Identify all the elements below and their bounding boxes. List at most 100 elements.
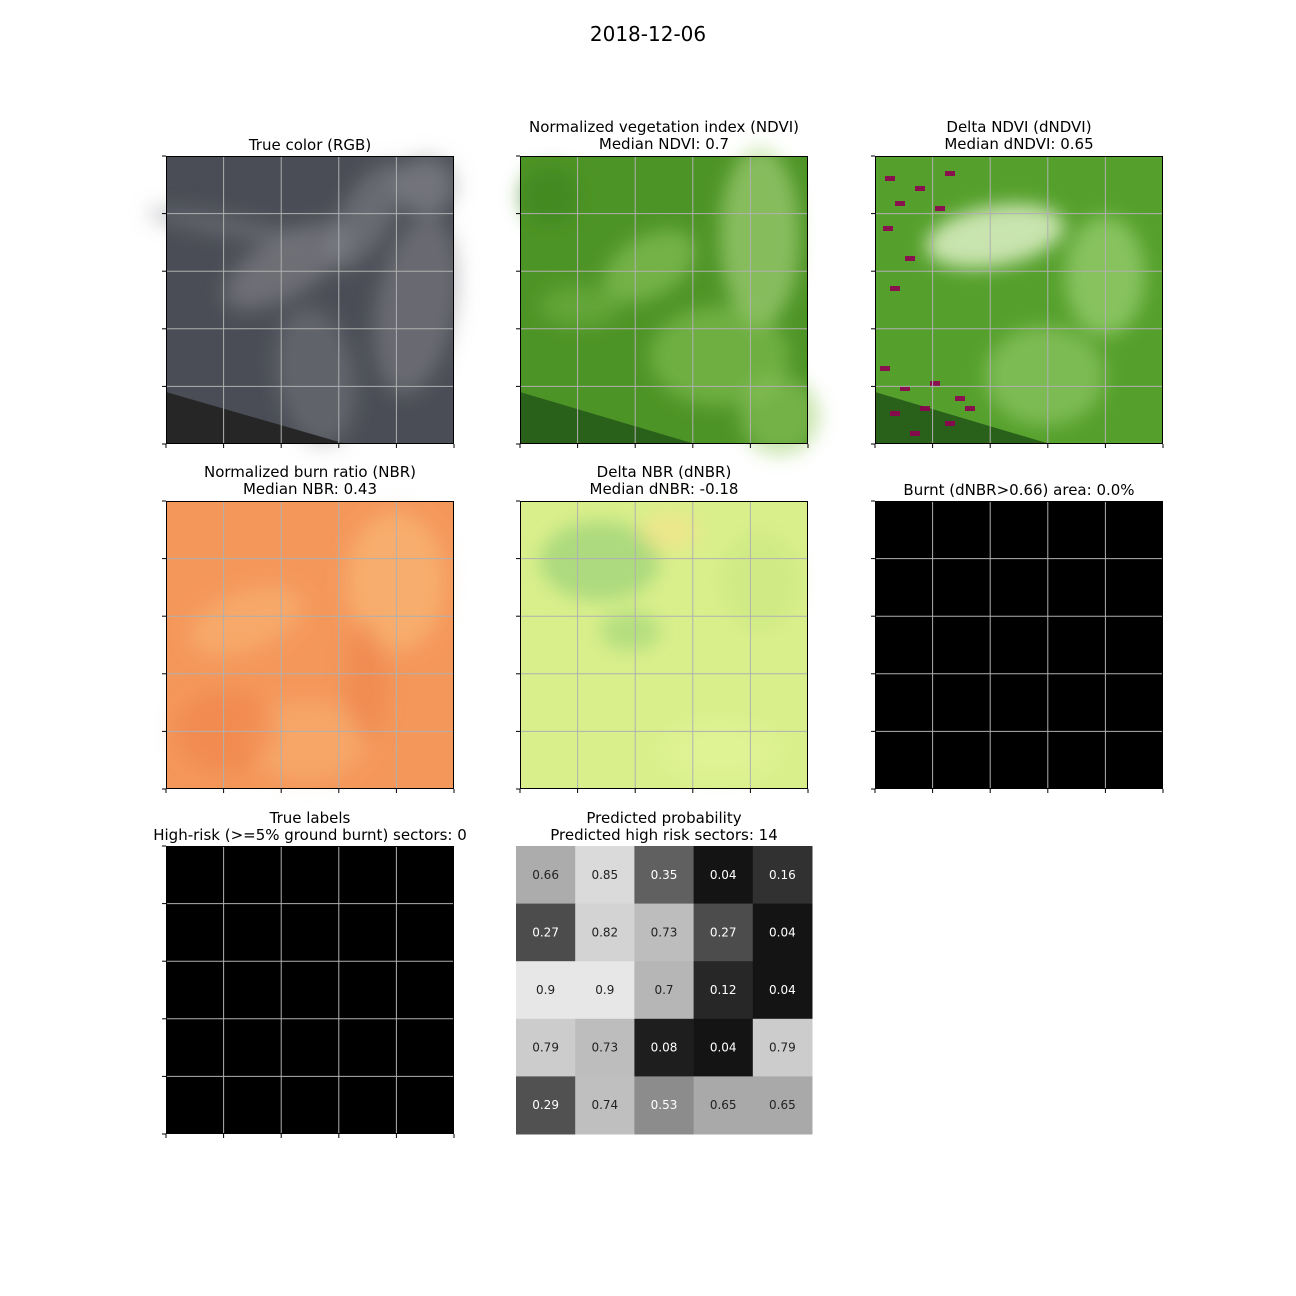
burn-speckles: [880, 171, 975, 436]
heatmap-cell: [693, 1076, 754, 1135]
heatmap-cell: [575, 1018, 635, 1077]
cell-value-label: 0.53: [651, 1098, 678, 1112]
cell-value-label: 0.04: [769, 983, 796, 997]
axes-frame: [875, 156, 1163, 444]
cell-value-label: 0.73: [651, 925, 678, 939]
heatmap-cell: [634, 1018, 695, 1077]
title-line: Predicted probability: [586, 809, 742, 827]
title-line: True labels: [269, 809, 351, 827]
figure-title: 2018-12-06: [589, 22, 707, 46]
title-line: Delta NDVI (dNDVI): [946, 118, 1092, 136]
title-line: Median NBR: 0.43: [242, 480, 378, 498]
cell-value-label: 0.82: [591, 925, 618, 939]
dndvi-image-panel: [871, 155, 1164, 448]
texture-blob: [640, 511, 700, 551]
heatmap-cell: [634, 961, 695, 1020]
cell-value-label: 0.04: [710, 868, 737, 882]
axes-frame: [520, 156, 808, 444]
title-line: Burnt (dNBR>0.66) area: 0.0%: [903, 481, 1135, 499]
heatmap-cell: [575, 1076, 635, 1135]
cell-value-label: 0.29: [532, 1098, 559, 1112]
axes-frame: [166, 501, 454, 789]
panel-title-nbr: Normalized burn ratio (NBR) Median NBR: …: [136, 464, 484, 498]
title-line: Median dNBR: -0.18: [589, 480, 739, 498]
burn-pixel: [920, 406, 930, 411]
burnt-image-panel: [871, 500, 1164, 793]
cell-value-label: 0.65: [769, 1098, 796, 1112]
cell-value-label: 0.7: [654, 983, 673, 997]
burn-pixel: [955, 396, 965, 401]
texture-blob: [604, 229, 696, 303]
burn-pixel: [880, 366, 890, 371]
cell-value-label: 0.35: [651, 868, 678, 882]
heatmap-cell: [516, 1018, 576, 1077]
heatmap-cell: [752, 1018, 813, 1077]
heatmap-cell: [634, 903, 695, 962]
cell-value-label: 0.65: [710, 1098, 737, 1112]
heatmap-cell: [752, 903, 813, 962]
dnbr-image-panel: [516, 500, 809, 793]
cell-value-label: 0.04: [710, 1041, 737, 1055]
heatmap-cell: [752, 1076, 813, 1135]
cell-value-label: 0.73: [591, 1041, 618, 1055]
nbr-image-panel: [162, 500, 455, 793]
title-line: Normalized burn ratio (NBR): [203, 463, 417, 481]
texture-blob: [600, 611, 660, 651]
texture-blob: [660, 721, 780, 781]
cell-value-label: 0.9: [595, 983, 614, 997]
texture-blob: [540, 286, 620, 326]
texture-blob: [373, 217, 459, 395]
heatmap-cell: [575, 846, 635, 905]
heatmap-cells: 0.66 0.85 0.35 0.04 0.16 0.27 0.82 0.73 0.27 0.04…: [516, 846, 813, 1135]
burn-pixel: [935, 206, 945, 211]
nodata-region: [520, 392, 695, 444]
heatmap-cell: [693, 961, 754, 1020]
rgb-image-panel: [147, 155, 459, 448]
cell-value-label: 0.27: [532, 925, 559, 939]
labels-image-panel: [162, 845, 455, 1138]
panel-title-burnt: Burnt (dNBR>0.66) area: 0.0%: [845, 482, 1193, 499]
axis-ticks: [162, 845, 455, 1138]
texture-blob: [540, 521, 660, 601]
ndvi-texture: [520, 146, 820, 456]
burn-pixel: [910, 431, 920, 436]
texture-blob: [346, 621, 386, 741]
cell-value-label: 0.16: [769, 868, 796, 882]
heatmap-cell: [575, 961, 635, 1020]
texture-blob: [985, 326, 1105, 426]
cell-value-label: 0.79: [769, 1041, 796, 1055]
title-line: Median NDVI: 0.7: [598, 135, 730, 153]
panel-title-prob: Predicted probability Predicted high ris…: [474, 810, 854, 844]
texture-blob: [720, 146, 800, 326]
title-line: True color (RGB): [248, 136, 372, 154]
texture-blob: [740, 376, 820, 456]
axis-ticks: [871, 155, 1164, 448]
texture-blob: [720, 531, 800, 631]
burn-pixel: [930, 381, 940, 386]
texture-blob: [223, 222, 349, 310]
texture-blob: [274, 306, 358, 446]
texture-blob: [520, 166, 580, 226]
gridlines: [875, 156, 1163, 444]
gridlines: [166, 156, 454, 444]
title-line: Normalized vegetation index (NDVI): [529, 118, 799, 136]
gridlines: [166, 846, 454, 1134]
burn-pixel: [945, 171, 955, 176]
cell-value-label: 0.12: [710, 983, 737, 997]
axes-frame: [520, 501, 808, 789]
burn-pixel: [965, 406, 975, 411]
dndvi-texture: [925, 204, 1145, 426]
burn-pixel: [905, 256, 915, 261]
axes-frame: [875, 501, 1163, 789]
burn-pixel: [915, 186, 925, 191]
title-line: Median dNDVI: 0.65: [944, 135, 1094, 153]
heatmap-cell: [693, 1018, 754, 1077]
cloud-texture: [147, 156, 459, 446]
cell-value-label: 0.08: [651, 1041, 678, 1055]
title-line: Predicted high risk sectors: 14: [550, 826, 778, 844]
burn-pixel: [945, 421, 955, 426]
burn-pixel: [900, 386, 910, 391]
axis-ticks: [516, 155, 809, 448]
cell-value-label: 0.74: [591, 1098, 618, 1112]
cell-value-label: 0.85: [591, 868, 618, 882]
